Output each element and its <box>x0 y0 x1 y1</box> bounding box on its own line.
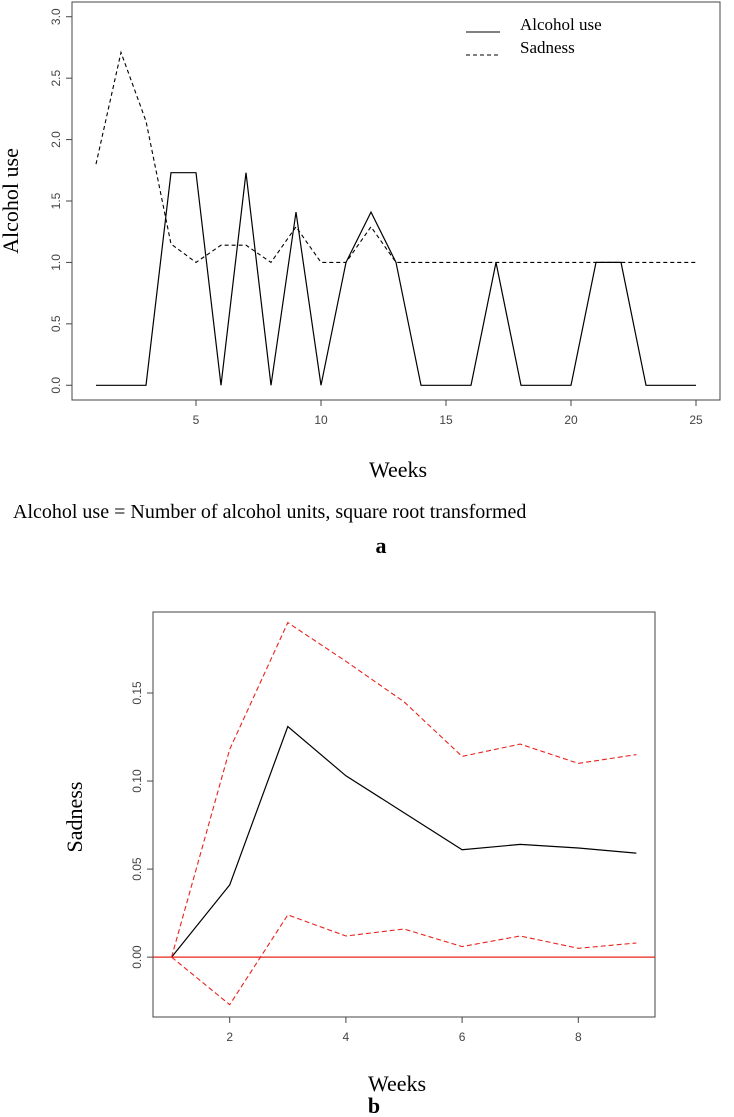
y-tick-label: 0.15 <box>130 681 144 705</box>
x-tick-label: 4 <box>343 1030 350 1044</box>
panel-b-letter: b <box>368 1093 380 1117</box>
y-tick-label: 0.00 <box>130 945 144 969</box>
figure-caption: Alcohol use = Number of alcohol units, s… <box>13 501 526 523</box>
y-tick-label: 1.5 <box>49 192 63 209</box>
panel-b-y-axis-title: Sadness <box>62 782 87 853</box>
panel-b-series <box>171 621 637 1006</box>
series-line-sadness <box>95 50 696 264</box>
x-tick-label: 10 <box>314 413 328 427</box>
panel-a-y-axis-title: Alcohol use <box>0 148 23 254</box>
legend-label-alcohol-use: Alcohol use <box>520 15 602 34</box>
series-line-impulse-response <box>171 725 637 958</box>
x-tick-label: 25 <box>689 413 703 427</box>
y-tick-label: 0.5 <box>49 315 63 332</box>
y-tick-label: 0.0 <box>49 377 63 394</box>
panel-a-series <box>95 50 696 386</box>
panel-a-chart: 0.0 0.5 1.0 1.5 2.0 2.5 3.0 5 10 15 20 25 Alcohol … <box>0 1 721 482</box>
panel-b-x-axis-title: Weeks <box>368 1071 426 1096</box>
x-tick-label: 5 <box>193 413 200 427</box>
legend-label-sadness: Sadness <box>520 38 575 57</box>
x-tick-label: 6 <box>459 1030 466 1044</box>
y-tick-label: 0.05 <box>130 857 144 881</box>
panel-a-x-axis-title: Weeks <box>369 457 427 482</box>
panel-a-legend: Alcohol use Sadness <box>466 15 602 57</box>
x-tick-label: 2 <box>226 1030 233 1044</box>
x-tick-label: 20 <box>564 413 578 427</box>
panel-a-y-axis: 0.0 0.5 1.0 1.5 2.0 2.5 3.0 <box>49 8 73 394</box>
panel-b-x-axis: 2 4 6 8 <box>226 1016 582 1044</box>
panel-b-plot-frame <box>152 611 656 1018</box>
y-tick-label: 2.5 <box>49 69 63 86</box>
x-tick-label: 15 <box>439 413 453 427</box>
panel-a-x-axis: 5 10 15 20 25 <box>193 399 703 427</box>
panel-a-plot-frame <box>71 1 721 401</box>
series-line-alcohol-use <box>96 172 696 386</box>
y-tick-label: 3.0 <box>49 8 63 25</box>
x-tick-label: 8 <box>575 1030 582 1044</box>
panel-a-letter: a <box>376 533 387 558</box>
series-line-lower-bound <box>171 914 637 1006</box>
series-line-upper-bound <box>171 621 637 958</box>
y-tick-label: 2.0 <box>49 131 63 148</box>
y-tick-label: 0.10 <box>130 769 144 793</box>
panel-b-y-axis: 0.00 0.05 0.10 0.15 <box>130 681 154 969</box>
y-tick-label: 1.0 <box>49 254 63 271</box>
panel-b-chart: 0.00 0.05 0.10 0.15 2 4 6 8 Weeks Sadness <box>62 611 656 1096</box>
